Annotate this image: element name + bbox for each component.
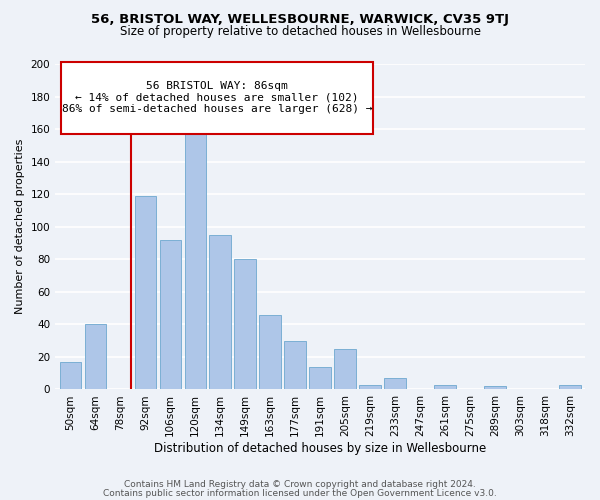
Bar [359, 384, 380, 390]
Bar [259, 314, 281, 390]
Bar [385, 378, 406, 390]
Bar [310, 366, 331, 390]
Bar [85, 324, 106, 390]
Bar [334, 349, 356, 390]
X-axis label: Distribution of detached houses by size in Wellesbourne: Distribution of detached houses by size … [154, 442, 486, 455]
Text: 56, BRISTOL WAY, WELLESBOURNE, WARWICK, CV35 9TJ: 56, BRISTOL WAY, WELLESBOURNE, WARWICK, … [91, 12, 509, 26]
Bar [209, 235, 231, 390]
Bar [434, 384, 455, 390]
Bar [160, 240, 181, 390]
Bar [134, 196, 156, 390]
Bar [235, 260, 256, 390]
Text: 56 BRISTOL WAY: 86sqm
← 14% of detached houses are smaller (102)
86% of semi-det: 56 BRISTOL WAY: 86sqm ← 14% of detached … [62, 81, 373, 114]
Text: Size of property relative to detached houses in Wellesbourne: Size of property relative to detached ho… [119, 25, 481, 38]
Text: Contains HM Land Registry data © Crown copyright and database right 2024.: Contains HM Land Registry data © Crown c… [124, 480, 476, 489]
Bar [484, 386, 506, 390]
Bar [59, 362, 81, 390]
Bar [284, 340, 306, 390]
Bar [185, 118, 206, 390]
Y-axis label: Number of detached properties: Number of detached properties [15, 139, 25, 314]
Text: Contains public sector information licensed under the Open Government Licence v3: Contains public sector information licen… [103, 488, 497, 498]
Bar [559, 384, 581, 390]
